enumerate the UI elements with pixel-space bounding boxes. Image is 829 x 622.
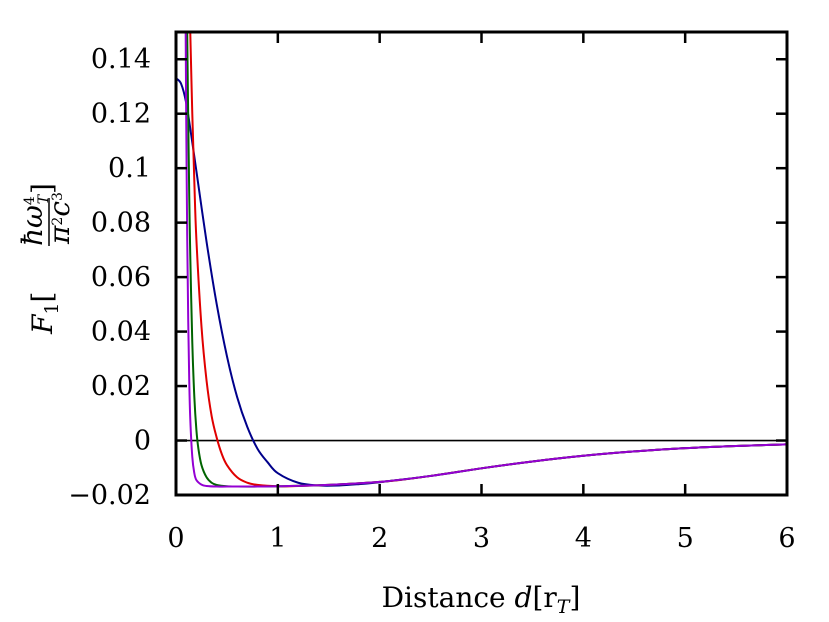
x-axis-label-d: d xyxy=(515,581,533,614)
series-group xyxy=(176,32,787,488)
svg-text:π2c3: π2c3 xyxy=(43,192,76,245)
y-tick-labels: −0.02 0 0.02 0.04 0.06 0.08 0.1 0.12 0.14 xyxy=(68,44,151,511)
x-axis-label: Distance d[rT] xyxy=(382,581,581,618)
y-tick-label: 0.14 xyxy=(91,44,151,75)
y-axis-label-den-sup1: 2 xyxy=(50,217,66,226)
series-line-2 xyxy=(189,32,787,488)
x-tick-label: 3 xyxy=(473,523,490,554)
y-axis-label-den-sup2: 3 xyxy=(50,192,66,201)
y-axis-label-open: [ xyxy=(26,292,59,303)
x-tick-label: 1 xyxy=(269,523,286,554)
x-axis-label-close: ] xyxy=(569,581,580,614)
x-tick-labels: 0 1 2 3 4 5 6 xyxy=(167,523,795,554)
y-axis-label-num-sup: 4 xyxy=(22,196,38,205)
x-tick-label: 0 xyxy=(167,523,184,554)
series-line-3 xyxy=(186,32,787,488)
y-axis-label-f: F xyxy=(26,313,59,335)
x-tick-label: 6 xyxy=(778,523,795,554)
y-axis-label-close: ] xyxy=(26,183,59,194)
x-tick-label: 2 xyxy=(371,523,388,554)
y-tick-label: 0 xyxy=(134,426,151,457)
series-line-1 xyxy=(176,77,787,487)
y-axis-label-denominator: π xyxy=(43,225,76,245)
y-tick-label: 0.1 xyxy=(108,153,151,184)
svg-text:]: ] xyxy=(26,183,59,194)
y-axis-label-f-sub: 1 xyxy=(41,302,63,314)
y-tick-label: 0.12 xyxy=(91,99,151,130)
y-axis-label-numerator: ħω xyxy=(16,205,49,246)
x-axis-label-text: Distance xyxy=(382,581,515,614)
y-tick-label: 0.08 xyxy=(91,208,151,239)
y-tick-label: 0.04 xyxy=(91,317,151,348)
y-axis-label-num-sub: T xyxy=(36,193,52,204)
series-line-4 xyxy=(184,32,787,488)
ticks-group xyxy=(174,32,789,497)
x-tick-label: 5 xyxy=(677,523,694,554)
plot-frame xyxy=(174,30,789,497)
y-tick-label: 0.06 xyxy=(91,262,151,293)
y-tick-label: 0.02 xyxy=(91,371,151,402)
y-tick-label: −0.02 xyxy=(68,480,151,511)
svg-text:F1[: F1[ xyxy=(26,292,63,335)
svg-text:ħω4T: ħω4T xyxy=(16,193,52,246)
x-axis-label-unit: [r xyxy=(532,581,557,614)
x-axis-label-sub: T xyxy=(557,596,571,618)
x-tick-label: 4 xyxy=(575,523,592,554)
y-axis-label-den-c: c xyxy=(43,201,76,217)
y-axis-label: F1[ ħω4T π2c3 ] xyxy=(16,183,76,335)
